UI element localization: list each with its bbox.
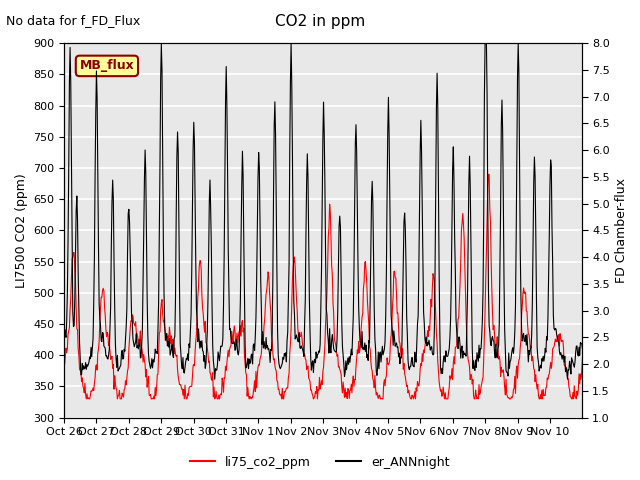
Y-axis label: LI7500 CO2 (ppm): LI7500 CO2 (ppm) <box>15 173 28 288</box>
Text: CO2 in ppm: CO2 in ppm <box>275 14 365 29</box>
Y-axis label: FD Chamber-flux: FD Chamber-flux <box>616 178 628 283</box>
Text: MB_flux: MB_flux <box>79 60 134 72</box>
Legend: li75_co2_ppm, er_ANNnight: li75_co2_ppm, er_ANNnight <box>186 451 454 474</box>
Text: No data for f_FD_Flux: No data for f_FD_Flux <box>6 14 141 27</box>
